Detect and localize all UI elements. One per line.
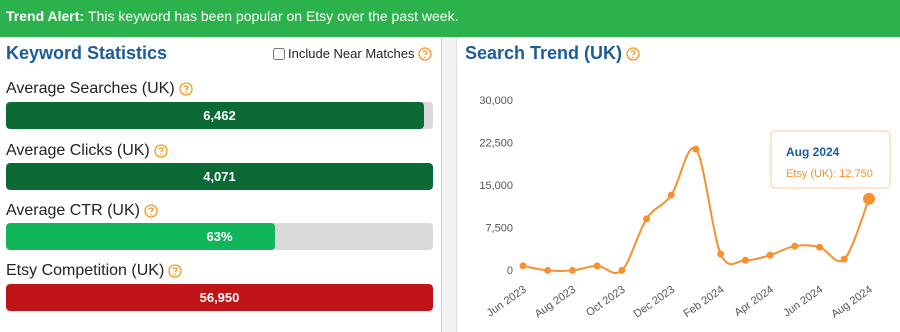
tooltip-line: Etsy (UK): 12,750 <box>786 168 873 180</box>
help-icon[interactable] <box>418 47 432 61</box>
checkbox[interactable] <box>273 47 285 60</box>
help-icon[interactable] <box>168 264 182 278</box>
keyword-statistics-panel: Keyword Statistics Include Near Matches … <box>0 37 442 332</box>
data-point <box>692 145 700 153</box>
y-tick-label: 30,000 <box>479 95 513 107</box>
stat-fill <box>6 163 433 190</box>
panel-title: Keyword Statistics <box>6 43 168 63</box>
y-tick-label: 7,500 <box>485 222 513 234</box>
chart: 0 7,500 15,000 22,500 30,000 Jun 2023 Aug 2023… <box>479 95 891 321</box>
data-point <box>593 262 601 270</box>
data-point <box>544 266 552 274</box>
checkbox-label: Include Near Matches <box>288 46 415 61</box>
data-point <box>568 266 576 274</box>
y-tick-label: 22,500 <box>479 137 513 149</box>
stat-label: Etsy Competition (UK) <box>6 262 165 279</box>
stat-label: Average CTR (UK) <box>6 202 140 219</box>
banner-text: This keyword has been popular on Etsy ov… <box>88 8 459 24</box>
stat-bar: 4,071 <box>6 163 433 190</box>
stat-fill <box>6 102 425 129</box>
help-icon[interactable] <box>154 144 168 158</box>
chart-title-row: Search Trend (UK) <box>465 43 640 64</box>
tooltip-box <box>770 130 891 189</box>
tooltip: Aug 2024 Etsy (UK): 12,750 <box>770 130 891 189</box>
stat-bar: 6,462 <box>6 102 433 129</box>
y-tick-label: 0 <box>507 265 513 277</box>
banner-label: Trend Alert: <box>6 8 85 24</box>
stat-label-row: Etsy Competition (UK) <box>6 262 182 280</box>
stat-fill <box>6 284 433 311</box>
help-icon[interactable] <box>179 82 193 96</box>
data-point <box>741 256 749 264</box>
data-point <box>667 191 675 199</box>
stat-value: 63% <box>206 229 233 244</box>
stat-label-row: Average Clicks (UK) <box>6 142 168 160</box>
data-point <box>618 266 626 274</box>
stat-fill <box>6 223 275 250</box>
stat-label-row: Average CTR (UK) <box>6 202 158 220</box>
data-point <box>816 243 824 251</box>
x-tick-label: Dec 2023 <box>632 284 677 321</box>
panel-divider <box>442 37 457 332</box>
data-point <box>840 255 848 263</box>
chart-title: Search Trend (UK) <box>465 43 623 63</box>
x-tick-label: Aug 2024 <box>829 284 874 321</box>
x-tick-label: Aug 2023 <box>533 284 578 321</box>
stat-bar: 56,950 <box>6 284 433 311</box>
help-icon[interactable] <box>144 204 158 218</box>
stat-label: Average Clicks (UK) <box>6 142 150 159</box>
tooltip-value: 12,750 <box>839 168 873 180</box>
stat-label-row: Average Searches (UK) <box>6 80 193 98</box>
stat-bar: 63% <box>6 223 433 250</box>
y-tick-label: 15,000 <box>479 180 513 192</box>
x-tick-label: Jun 2024 <box>781 284 825 320</box>
data-point <box>863 192 875 205</box>
tooltip-sep: : <box>833 168 839 180</box>
data-point <box>519 262 527 270</box>
trend-alert-banner: Trend Alert: This keyword has been popula… <box>0 0 900 37</box>
tooltip-title: Aug 2024 <box>786 145 840 159</box>
x-tick-label: Oct 2023 <box>584 284 627 319</box>
data-point <box>766 251 774 259</box>
stat-value: 4,071 <box>203 169 236 184</box>
stat-value: 6,462 <box>203 108 236 123</box>
data-point <box>791 242 799 250</box>
tooltip-series: Etsy (UK) <box>786 168 833 180</box>
x-tick-label: Apr 2024 <box>732 284 775 319</box>
stat-label: Average Searches (UK) <box>6 80 175 97</box>
near-matches-checkbox[interactable]: Include Near Matches <box>273 46 432 61</box>
x-tick-label: Jun 2023 <box>485 284 529 320</box>
x-tick-label: Feb 2024 <box>681 284 726 320</box>
data-point <box>643 215 651 223</box>
data-point <box>717 250 725 258</box>
stat-value: 56,950 <box>199 290 240 305</box>
